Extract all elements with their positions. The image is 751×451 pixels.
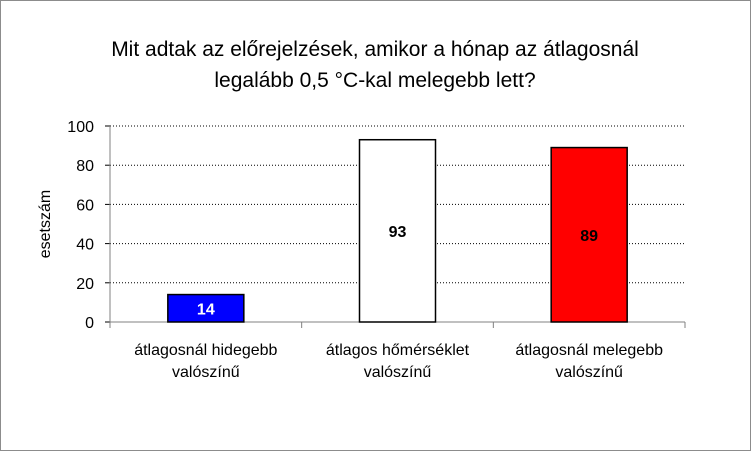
category-label: átlagos hőmérséklet: [326, 342, 470, 359]
category-label: valószínű: [364, 364, 432, 381]
bar: [167, 293, 245, 323]
data-label: 93: [389, 224, 407, 241]
bar: [550, 146, 628, 323]
category-label: átlagosnál hidegebb: [134, 342, 277, 359]
chart-title-line-2: legalább 0,5 °C-kal melegebb lett?: [214, 69, 536, 92]
chart-title: Mit adtak az előrejelzések, amikor a hón…: [40, 34, 710, 96]
y-tick-label: 60: [76, 197, 94, 214]
chart-title-line-1: Mit adtak az előrejelzések, amikor a hón…: [111, 38, 639, 61]
y-tick-label: 80: [76, 158, 94, 175]
category-label: valószínű: [172, 364, 240, 381]
data-label: 89: [580, 228, 598, 245]
y-tick-label: 40: [76, 237, 94, 254]
data-label: 14: [197, 301, 215, 318]
y-tick-label: 0: [85, 315, 94, 332]
category-label: átlagosnál melegebb: [515, 342, 663, 359]
category-label: valószínű: [555, 364, 623, 381]
bar: [358, 138, 437, 323]
y-tick-label: 20: [76, 276, 94, 293]
y-axis-label: esetszám: [37, 190, 54, 258]
y-tick-label: 100: [67, 119, 94, 136]
